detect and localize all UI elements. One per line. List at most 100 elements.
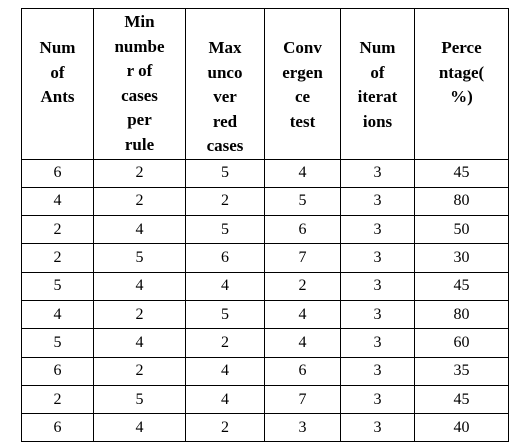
header-text: Num (39, 38, 76, 57)
table-row: 2 5 6 7 3 30 (21, 243, 509, 273)
table-cell: 4 (264, 158, 341, 188)
table-cell: 7 (264, 384, 341, 415)
table-row: 5 4 2 4 3 60 (21, 328, 509, 358)
header-text: ce (294, 87, 311, 106)
table-cell: 45 (414, 384, 509, 415)
table-cell: 3 (340, 186, 415, 217)
table-cell: 4 (264, 328, 341, 358)
table-cell: 35 (414, 356, 509, 386)
header-text: Conv (283, 38, 322, 57)
table-cell: 3 (340, 243, 415, 273)
table-cell: 3 (340, 271, 415, 301)
table-cell: 3 (340, 413, 415, 443)
header-text: ntage( (438, 62, 485, 82)
table-cell: 80 (414, 186, 509, 217)
table-cell: 6 (21, 413, 94, 443)
table-cell: 3 (340, 356, 415, 386)
header-text: of (370, 62, 385, 82)
table-row: 2 5 4 7 3 45 (21, 384, 509, 415)
header-text: iterat (357, 87, 398, 106)
table-cell: 4 (185, 384, 265, 415)
table-body: 6 2 5 4 3 45 4 2 2 5 3 80 2 4 5 6 3 50 2 5 6 7 3 30 5 4 4 2 3 45 4 2 5 4 3… (21, 158, 509, 443)
table-row: 6 2 4 6 3 35 (21, 356, 509, 386)
header-cell: Max unco ver red cases (185, 8, 265, 160)
table-cell: 7 (264, 243, 341, 273)
table-cell: 5 (185, 215, 265, 245)
table-cell: 2 (93, 158, 186, 188)
header-cell: Perce ntage(%) (414, 8, 509, 160)
table-cell: 3 (340, 384, 415, 415)
table-cell: 2 (21, 215, 94, 245)
table-cell: 3 (340, 158, 415, 188)
table-cell: 2 (21, 384, 94, 415)
table-cell: 5 (93, 243, 186, 273)
table-cell: 5 (21, 271, 94, 301)
header-text: test (289, 111, 316, 131)
table-cell: 4 (185, 271, 265, 301)
header-text: rule (124, 134, 155, 154)
table-cell: 40 (414, 413, 509, 443)
header-cell: Num of Ants (21, 8, 94, 160)
table-cell: 5 (21, 328, 94, 358)
table-row: 6 4 2 3 3 40 (21, 413, 509, 443)
header-text: numbe (114, 36, 165, 56)
table-cell: 6 (264, 356, 341, 386)
table-row: 6 2 5 4 3 45 (21, 158, 509, 188)
table-row: 2 4 5 6 3 50 (21, 215, 509, 245)
table-cell: 2 (93, 299, 186, 330)
header-text: red (212, 111, 238, 131)
table-cell: 5 (93, 384, 186, 415)
table-cell: 4 (264, 299, 341, 330)
header-row: Num of Ants Min numbe r of cases per rule Max unco… (21, 8, 509, 160)
table-cell: 3 (264, 413, 341, 443)
table-cell: 5 (185, 158, 265, 188)
header-text: cases (206, 136, 244, 155)
header-text: per (127, 110, 152, 129)
table-cell: 6 (21, 158, 94, 188)
table-cell: 3 (340, 299, 415, 330)
table-cell: 6 (264, 215, 341, 245)
table-cell: 4 (93, 413, 186, 443)
table-row: 5 4 4 2 3 45 (21, 271, 509, 301)
data-table: Num of Ants Min numbe r of cases per rule Max unco… (21, 8, 509, 443)
table-cell: 3 (340, 215, 415, 245)
table-cell: 45 (414, 158, 509, 188)
table-cell: 2 (185, 328, 265, 358)
table-cell: 5 (185, 299, 265, 330)
table-cell: 4 (185, 356, 265, 386)
header-text: unco (207, 62, 243, 82)
header-text: ver (213, 87, 237, 106)
header-text: r of (126, 61, 153, 80)
table-cell: 3 (340, 328, 415, 358)
table-cell: 45 (414, 271, 509, 301)
header-text: Max (208, 38, 242, 57)
header-cell: Conv ergen ce test (264, 8, 341, 160)
table-cell: 4 (93, 328, 186, 358)
header-text: ergen (282, 62, 323, 82)
header-text: Num (359, 38, 396, 57)
table-cell: 5 (264, 186, 341, 217)
table-cell: 6 (21, 356, 94, 386)
table-cell: 60 (414, 328, 509, 358)
table-cell: 2 (185, 413, 265, 443)
table-cell: 4 (93, 271, 186, 301)
header-text: %) (450, 87, 473, 106)
header-text: Min (124, 12, 155, 31)
table-cell: 2 (93, 186, 186, 217)
table-cell: 4 (21, 186, 94, 217)
table-cell: 2 (21, 243, 94, 273)
header-text: ions (362, 111, 393, 131)
header-cell: Num of iterat ions (340, 8, 415, 160)
table-cell: 50 (414, 215, 509, 245)
table-cell: 4 (93, 215, 186, 245)
table-cell: 6 (185, 243, 265, 273)
header-text: of (50, 62, 65, 82)
table-cell: 2 (93, 356, 186, 386)
table-row: 4 2 5 4 3 80 (21, 299, 509, 330)
table-cell: 80 (414, 299, 509, 330)
header-cell: Min numbe r of cases per rule (93, 8, 186, 160)
table-cell: 2 (185, 186, 265, 217)
table-header: Num of Ants Min numbe r of cases per rule Max unco… (21, 8, 509, 160)
header-text: Perce (441, 38, 482, 57)
